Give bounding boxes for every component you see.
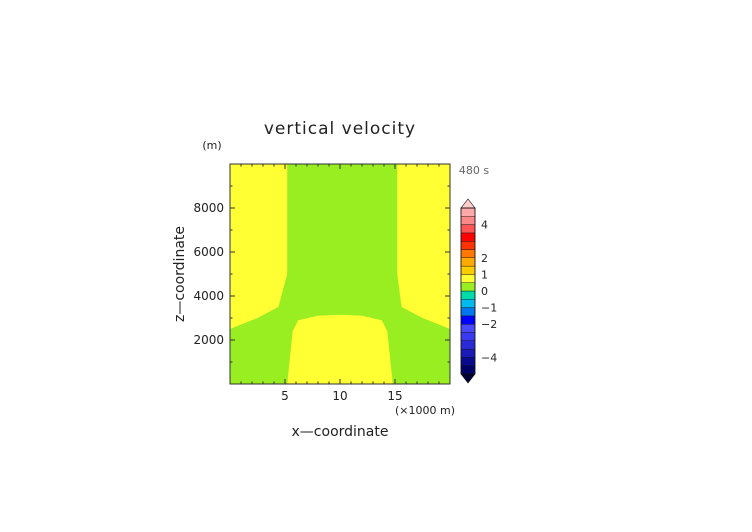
colorbar-tick-label: 0 (481, 285, 488, 298)
colorbar-swatch (460, 224, 476, 234)
colorbar-tick-label: 4 (481, 219, 488, 232)
y-unit-label: (m) (202, 139, 221, 152)
contour-region-3 (287, 314, 393, 384)
colorbar-tick-label: −2 (481, 318, 497, 331)
y-tick-label: 2000 (193, 333, 224, 347)
contour-region-2 (397, 164, 450, 329)
plot-area: 5 10 15 2000 4000 6000 8000 (193, 163, 451, 403)
y-tick-label: 4000 (193, 289, 224, 303)
colorbar-swatch (460, 340, 476, 350)
colorbar-swatch (460, 324, 476, 333)
colorbar-swatch (460, 232, 476, 242)
colorbar-swatch (460, 290, 476, 300)
x-tick-label: 15 (387, 389, 402, 403)
x-axis-label: x—coordinate (292, 424, 389, 440)
y-axis-label: z—coordinate (172, 226, 188, 322)
colorbar-swatch (460, 257, 476, 267)
colorbar-swatch (460, 240, 476, 250)
colorbar-swatch (460, 249, 476, 259)
x-unit-label: (×1000 m) (395, 404, 455, 417)
colorbar-frame (460, 207, 476, 375)
y-tick-label: 8000 (193, 201, 224, 215)
colorbar-swatch (460, 315, 476, 325)
x-tick-label: 5 (281, 389, 289, 403)
colorbar-swatch (460, 332, 476, 342)
colorbar-tick-label: 1 (481, 268, 488, 281)
chart-title: vertical velocity (264, 119, 416, 139)
colorbar-swatch (460, 207, 476, 217)
colorbar-swatch (460, 274, 476, 283)
x-tick-label: 10 (332, 389, 347, 403)
colorbar-swatch (460, 365, 476, 375)
contour-region-1 (230, 164, 288, 329)
colorbar-swatch (460, 357, 476, 366)
colorbar-tick-label: 2 (481, 252, 488, 265)
colorbar-swatch (460, 216, 476, 225)
colorbar-swatch (460, 348, 476, 358)
colorbar-swatch (460, 282, 476, 292)
colorbar-swatch (460, 265, 476, 275)
colorbar-tick-label: −1 (481, 302, 497, 315)
colorbar-tick-label: −4 (481, 351, 497, 364)
time-label: 480 s (459, 164, 489, 177)
colorbar-swatch (460, 307, 476, 317)
colorbar: 4 2 1 0 −1 −2 −4 (460, 198, 497, 384)
colorbar-swatch (460, 299, 476, 308)
y-tick-label: 6000 (193, 245, 224, 259)
